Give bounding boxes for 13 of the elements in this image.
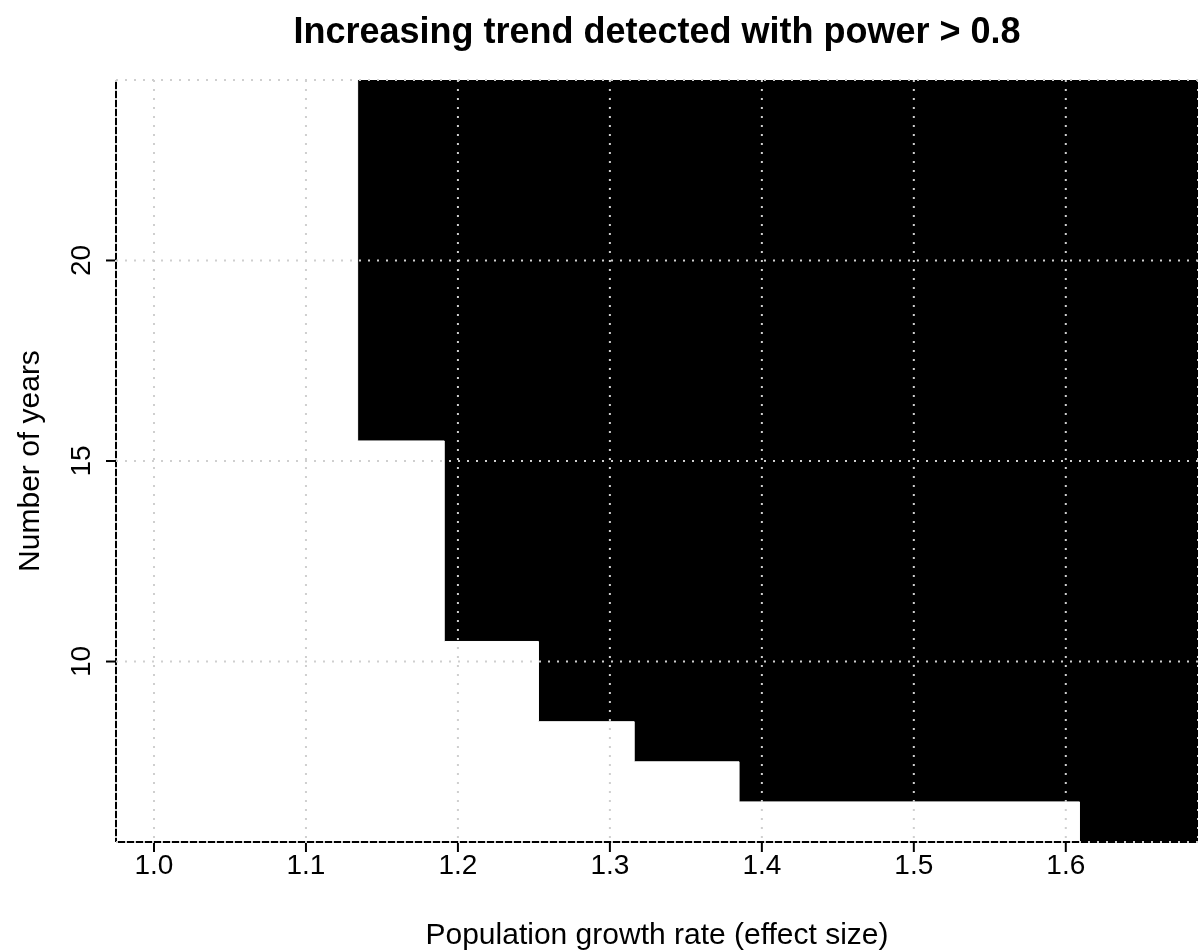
x-tick-label: 1.4 [742, 848, 782, 880]
chart-title: Increasing trend detected with power > 0.8 [292, 10, 1022, 52]
x-tick-label: 1.0 [134, 848, 174, 880]
x-tick-label: 1.3 [590, 848, 630, 880]
x-tick-label: 1.6 [1046, 848, 1086, 880]
x-tick-label: 1.5 [894, 848, 934, 880]
x-axis-title: Population growth rate (effect size) [425, 917, 889, 950]
y-tick-label: 10 [65, 645, 96, 678]
y-tick-label: 20 [65, 244, 96, 277]
y-tick-label: 15 [65, 445, 96, 477]
y-axis-title: Number of years [11, 350, 45, 572]
x-tick-label: 1.1 [286, 848, 326, 880]
x-tick-label: 1.2 [438, 848, 478, 880]
